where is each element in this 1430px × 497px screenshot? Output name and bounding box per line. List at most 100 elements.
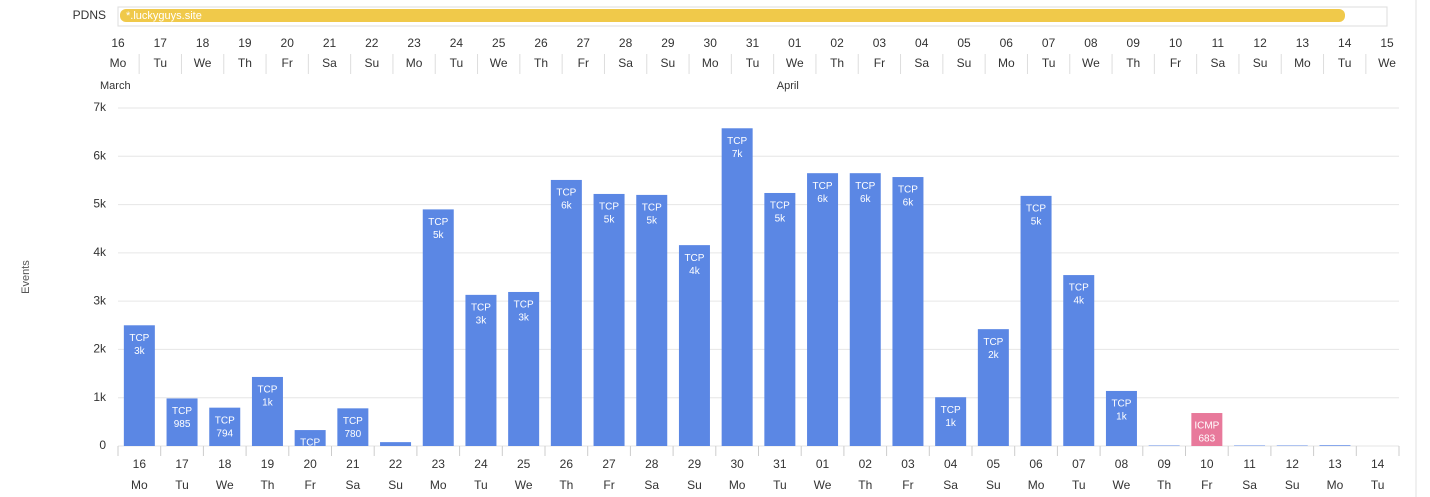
timeline-day: 18 — [196, 36, 210, 50]
bar-series-label: TCP — [941, 405, 961, 416]
bar — [550, 179, 582, 446]
bar — [123, 325, 155, 446]
bar-value-label: 6k — [860, 194, 872, 205]
timeline-weekday: Tu — [746, 56, 760, 70]
bar — [1020, 195, 1052, 446]
bar-value-label: 794 — [216, 428, 233, 439]
bar-value-label: 6k — [903, 198, 915, 209]
x-weekday-label: Fr — [1201, 478, 1212, 492]
y-tick-label: 2k — [93, 342, 107, 356]
x-weekday-label: Mo — [1327, 478, 1344, 492]
x-tick-label: 27 — [602, 457, 616, 471]
timeline-weekday: Su — [957, 56, 972, 70]
y-tick-label: 7k — [93, 100, 107, 114]
bar-value-label: 5k — [604, 215, 616, 226]
bar — [1105, 390, 1137, 446]
timeline-day: 08 — [1084, 36, 1098, 50]
bar-series-label: TCP — [1069, 283, 1089, 294]
timeline-day: 21 — [323, 36, 337, 50]
timeline-weekday: Sa — [1210, 56, 1225, 70]
bar — [977, 329, 1009, 446]
timeline-weekday: Su — [1253, 56, 1268, 70]
bar-value-label: 683 — [1199, 434, 1216, 445]
x-tick-label: 21 — [346, 457, 360, 471]
x-tick-label: 28 — [645, 457, 659, 471]
bar-value-label: 780 — [345, 429, 362, 440]
x-weekday-label: We — [216, 478, 234, 492]
bar-series-label: TCP — [215, 415, 235, 426]
timeline-weekday: Mo — [998, 56, 1015, 70]
x-tick-label: 19 — [261, 457, 275, 471]
bar-series-label: TCP — [343, 416, 363, 427]
bar-value-label: 4k — [689, 266, 701, 277]
bar-series-label: TCP — [898, 185, 918, 196]
timeline-weekday: Fr — [578, 56, 589, 70]
bar-series-label: TCP — [471, 303, 491, 314]
timeline-day: 02 — [830, 36, 844, 50]
bar — [1319, 445, 1351, 446]
bar-value-label: 5k — [433, 230, 445, 241]
timeline-weekday: Tu — [1338, 56, 1352, 70]
timeline-weekday: Th — [238, 56, 252, 70]
timeline-weekday: Sa — [618, 56, 633, 70]
bar-value-label: 7k — [732, 149, 744, 160]
timeline-weekday: Sa — [914, 56, 929, 70]
timeline-day: 14 — [1338, 36, 1352, 50]
x-tick-label: 12 — [1286, 457, 1300, 471]
bar-value-label: 3k — [518, 313, 530, 324]
bar — [251, 376, 283, 446]
timeline-day: 09 — [1127, 36, 1141, 50]
timeline-day: 07 — [1042, 36, 1056, 50]
timeline-day: 31 — [746, 36, 760, 50]
bar-series-label: TCP — [428, 217, 448, 228]
x-weekday-label: Sa — [644, 478, 659, 492]
x-weekday-label: Th — [260, 478, 274, 492]
bar — [508, 291, 540, 446]
timeline-day: 03 — [873, 36, 887, 50]
timeline-weekday: Mo — [702, 56, 719, 70]
bar-value-label: 5k — [646, 216, 658, 227]
timeline-day: 12 — [1253, 36, 1267, 50]
bar-series-label: TCP — [556, 188, 576, 199]
bar-value-label: 6k — [561, 201, 573, 212]
bar-value-label: 5k — [1031, 217, 1043, 228]
x-tick-label: 24 — [474, 457, 488, 471]
x-weekday-label: Mo — [131, 478, 148, 492]
x-tick-label: 20 — [303, 457, 317, 471]
x-weekday-label: Su — [687, 478, 702, 492]
bar — [935, 397, 967, 446]
bar — [721, 128, 753, 446]
x-weekday-label: Sa — [1242, 478, 1257, 492]
bar-series-label: TCP — [727, 136, 747, 147]
bar-series-label: TCP — [300, 438, 320, 449]
bar — [849, 173, 881, 446]
x-weekday-label: Su — [388, 478, 403, 492]
bar — [422, 209, 454, 446]
timeline-bar[interactable] — [120, 9, 1345, 22]
timeline-day: 15 — [1380, 36, 1394, 50]
x-tick-label: 05 — [987, 457, 1001, 471]
timeline-entry: *.luckyguys.site — [126, 10, 202, 22]
timeline-weekday: Fr — [874, 56, 885, 70]
bar-series-label: ICMP — [1194, 421, 1219, 432]
timeline-weekday: Th — [534, 56, 548, 70]
timeline-day: 29 — [661, 36, 675, 50]
bar — [636, 194, 668, 446]
x-tick-label: 17 — [175, 457, 189, 471]
bar — [337, 408, 369, 446]
timeline-day: 16 — [111, 36, 125, 50]
timeline-weekday: Sa — [322, 56, 337, 70]
x-weekday-label: We — [814, 478, 832, 492]
x-weekday-label: Sa — [943, 478, 958, 492]
x-weekday-label: Mo — [1028, 478, 1045, 492]
x-tick-label: 18 — [218, 457, 232, 471]
bar — [294, 430, 326, 446]
timeline-day: 06 — [1000, 36, 1014, 50]
bar — [209, 407, 241, 446]
x-weekday-label: Su — [986, 478, 1001, 492]
x-tick-label: 10 — [1200, 457, 1214, 471]
x-tick-label: 01 — [816, 457, 830, 471]
x-weekday-label: Tu — [1072, 478, 1086, 492]
x-tick-label: 02 — [859, 457, 873, 471]
timeline-day: 05 — [957, 36, 971, 50]
